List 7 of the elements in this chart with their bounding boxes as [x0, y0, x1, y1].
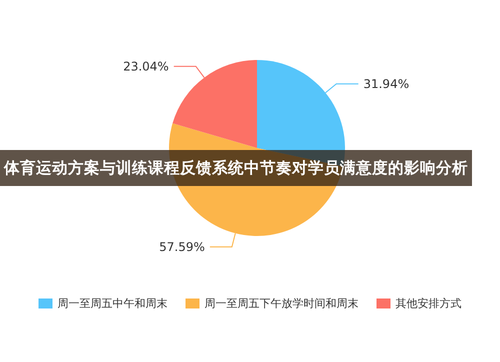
text: 体育运动方案与训练课程反馈系统中节奏对学员满意度的影响分析 — [3, 158, 468, 177]
data-label: 31.94% — [363, 76, 410, 91]
data-label: 57.59% — [159, 240, 205, 254]
legend-label: 周一至周五中午和周末 — [58, 297, 168, 310]
legend-label: 周一至周五下午放学时间和周末 — [204, 297, 358, 310]
legend-label: 其他安排方式 — [396, 297, 462, 310]
data-label: 23.04% — [123, 59, 169, 74]
